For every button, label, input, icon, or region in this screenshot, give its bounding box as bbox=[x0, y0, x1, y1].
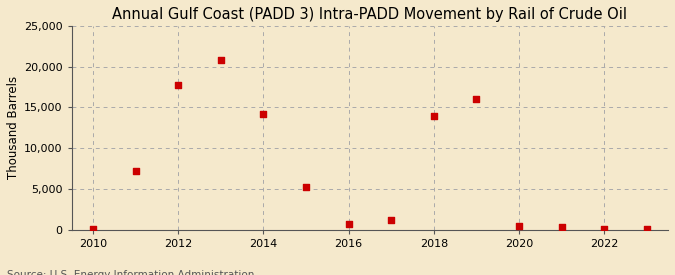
Point bbox=[429, 114, 439, 119]
Point bbox=[471, 97, 482, 101]
Point bbox=[514, 224, 524, 228]
Point bbox=[130, 169, 141, 173]
Point bbox=[641, 227, 652, 231]
Point bbox=[300, 184, 311, 189]
Point bbox=[258, 112, 269, 116]
Point bbox=[599, 227, 610, 231]
Point bbox=[88, 227, 99, 231]
Point bbox=[556, 224, 567, 229]
Title: Annual Gulf Coast (PADD 3) Intra-PADD Movement by Rail of Crude Oil: Annual Gulf Coast (PADD 3) Intra-PADD Mo… bbox=[113, 7, 627, 22]
Point bbox=[386, 218, 397, 222]
Text: Source: U.S. Energy Information Administration: Source: U.S. Energy Information Administ… bbox=[7, 271, 254, 275]
Point bbox=[343, 222, 354, 226]
Point bbox=[173, 83, 184, 88]
Y-axis label: Thousand Barrels: Thousand Barrels bbox=[7, 76, 20, 179]
Point bbox=[215, 58, 226, 62]
